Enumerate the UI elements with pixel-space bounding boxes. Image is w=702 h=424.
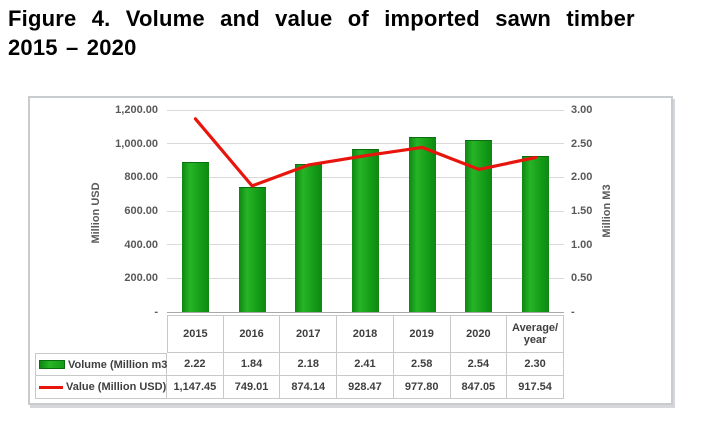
data-table: 2015 2016 2017 2018 2019 2020 Average/ year Vol… xyxy=(35,315,564,399)
volume-data-cell: 2.54 xyxy=(450,353,508,376)
left-axis-tick-label: 1,200.00 xyxy=(115,104,158,116)
value-data-cell: 917.54 xyxy=(507,376,564,399)
value-line-chart xyxy=(193,117,538,188)
figure-title-line2: 2015 – 2020 xyxy=(8,35,137,60)
series-label: Value (Million USD) xyxy=(66,381,167,393)
right-axis-tick-label: 1.50 xyxy=(571,205,593,217)
plot-area xyxy=(167,109,564,313)
volume-data-cell: 1.84 xyxy=(223,353,281,376)
gridline xyxy=(167,311,564,313)
volume-data-cell: 2.58 xyxy=(393,353,451,376)
left-axis-tick-label: 600.00 xyxy=(124,205,158,217)
volume-data-cell: 2.41 xyxy=(337,353,394,376)
chart-panel: Million USD Million M3 2015 2016 2017 2018 2… xyxy=(28,96,673,405)
figure-title: Figure 4. Volume and value of imported s… xyxy=(8,4,698,62)
left-axis-tick-label: 400.00 xyxy=(124,238,158,251)
value-line xyxy=(193,117,538,188)
value-data-cell: 928.47 xyxy=(337,376,394,399)
volume-data-cell: 2.18 xyxy=(280,353,338,376)
volume-bar xyxy=(295,164,323,312)
volume-legend-swatch xyxy=(39,360,65,369)
year-header-cell: 2016 xyxy=(223,315,281,353)
value-data-cell: 749.01 xyxy=(223,376,281,399)
volume-bar xyxy=(408,137,436,312)
volume-bar xyxy=(238,187,266,312)
table-blank-cell xyxy=(35,315,167,353)
year-header-cell: 2018 xyxy=(337,315,394,353)
figure-title-line1: Figure 4. Volume and value of imported s… xyxy=(8,6,635,31)
value-data-cell: 874.14 xyxy=(280,376,338,399)
year-header-cell: 2019 xyxy=(393,315,451,353)
right-axis-tick-label: 2.50 xyxy=(571,137,593,150)
left-axis-tick-label: 800.00 xyxy=(124,171,158,184)
right-axis-tick-label: 1.00 xyxy=(571,238,593,251)
right-axis-tick-label: - xyxy=(571,306,575,318)
volume-bar xyxy=(181,161,209,312)
gridline xyxy=(167,143,564,145)
volume-data-cell: 2.30 xyxy=(507,353,564,376)
left-axis-tick-label: - xyxy=(154,306,158,318)
right-axis-tick-label: 2.00 xyxy=(571,171,593,184)
series-label: Volume (Million m3) xyxy=(68,358,172,371)
gridline xyxy=(167,109,564,111)
value-data-cell: 847.05 xyxy=(450,376,508,399)
right-axis-tick-label: 0.50 xyxy=(571,272,593,285)
value-data-cell: 1,147.45 xyxy=(167,376,224,399)
right-axis-tick-label: 3.00 xyxy=(571,104,593,116)
year-header-cell: Average/ year xyxy=(507,315,564,353)
volume-bar xyxy=(352,148,379,312)
year-header-cell: 2015 xyxy=(167,315,224,353)
left-axis-tick-label: 1,000.00 xyxy=(115,137,158,150)
volume-data-cell: 2.22 xyxy=(167,353,224,376)
year-header-cell: 2020 xyxy=(450,315,508,353)
year-header-cell: 2017 xyxy=(280,315,338,353)
legend-volume: Volume (Million m3) xyxy=(35,353,171,376)
volume-bar xyxy=(522,156,550,312)
value-data-cell: 977.80 xyxy=(393,376,451,399)
left-axis-tick-label: 200.00 xyxy=(124,272,158,285)
legend-value: Value (Million USD) xyxy=(35,376,167,399)
value-legend-swatch xyxy=(39,385,63,389)
